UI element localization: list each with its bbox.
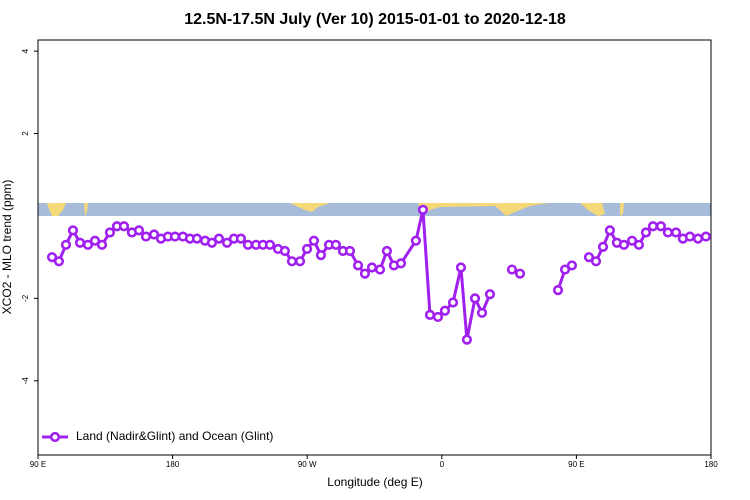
point xyxy=(308,235,320,246)
point xyxy=(583,252,595,263)
point xyxy=(432,311,444,323)
point xyxy=(692,233,704,244)
point xyxy=(633,239,645,250)
land xyxy=(84,203,88,216)
point xyxy=(359,268,371,279)
point xyxy=(264,239,276,250)
point xyxy=(684,231,696,242)
point xyxy=(552,285,564,296)
x-tick-label: 180 xyxy=(704,460,718,469)
point xyxy=(417,204,429,215)
x-tick-label: 0 xyxy=(440,460,445,469)
point xyxy=(133,225,145,236)
point xyxy=(506,264,518,275)
point xyxy=(655,221,666,232)
x-tick-label: 90 W xyxy=(298,460,317,469)
point xyxy=(140,231,152,242)
point xyxy=(700,231,712,242)
y-tick-label: 2 xyxy=(21,131,30,136)
point xyxy=(455,262,467,273)
point xyxy=(447,297,459,308)
point xyxy=(395,258,407,269)
point xyxy=(618,239,630,250)
point xyxy=(640,227,652,238)
point xyxy=(344,245,356,257)
point xyxy=(424,309,436,320)
point xyxy=(286,256,298,267)
point xyxy=(301,243,313,255)
chart-title: 12.5N-17.5N July (Ver 10) 2015-01-01 to … xyxy=(184,11,566,28)
point xyxy=(191,233,203,244)
x-axis-label: Longitude (deg E) xyxy=(327,475,422,489)
point xyxy=(242,239,254,250)
point xyxy=(366,262,378,273)
point xyxy=(590,256,602,267)
x-tick-label: 90 E xyxy=(30,460,46,469)
point xyxy=(67,225,79,236)
point xyxy=(96,239,108,250)
point xyxy=(476,307,488,318)
land xyxy=(47,203,66,216)
x-tick-label: 180 xyxy=(166,460,180,469)
point xyxy=(221,237,233,248)
point xyxy=(626,235,638,246)
point xyxy=(597,241,609,252)
point xyxy=(46,252,58,263)
point xyxy=(104,227,116,238)
point xyxy=(235,233,247,244)
point xyxy=(89,235,101,246)
point xyxy=(484,289,496,300)
point xyxy=(352,260,364,271)
point xyxy=(662,227,674,238)
y-tick-label: -4 xyxy=(21,377,30,385)
point xyxy=(315,250,327,261)
point xyxy=(169,231,181,242)
point xyxy=(647,221,659,232)
point xyxy=(330,239,342,250)
point xyxy=(469,293,481,304)
point xyxy=(82,239,94,250)
legend-marker xyxy=(49,431,61,443)
point xyxy=(148,229,160,240)
point xyxy=(118,221,130,232)
point xyxy=(559,264,571,275)
point xyxy=(213,233,225,244)
map-strip xyxy=(38,203,711,216)
land xyxy=(418,203,548,216)
point xyxy=(294,256,306,267)
plot-frame xyxy=(37,39,712,456)
point xyxy=(604,225,616,236)
point xyxy=(514,268,526,279)
land xyxy=(580,203,605,216)
point xyxy=(60,239,72,250)
point xyxy=(381,245,393,257)
ocean-strip xyxy=(38,203,711,216)
y-tick-label: 4 xyxy=(21,48,30,53)
land xyxy=(290,203,330,212)
point xyxy=(53,256,65,267)
land xyxy=(620,203,624,216)
point xyxy=(439,305,451,316)
point xyxy=(461,334,473,345)
point xyxy=(566,260,578,271)
point xyxy=(206,237,218,248)
point xyxy=(374,264,386,275)
x-tick-label: 90 E xyxy=(568,460,584,469)
point xyxy=(670,227,682,238)
point xyxy=(74,237,86,248)
point xyxy=(410,235,422,246)
legend-label: Land (Nadir&Glint) and Ocean (Glint) xyxy=(76,429,273,443)
y-tick-label: -2 xyxy=(21,294,30,302)
point xyxy=(279,245,291,257)
y-axis-label: XCO2 - MLO trend (ppm) xyxy=(0,180,14,315)
